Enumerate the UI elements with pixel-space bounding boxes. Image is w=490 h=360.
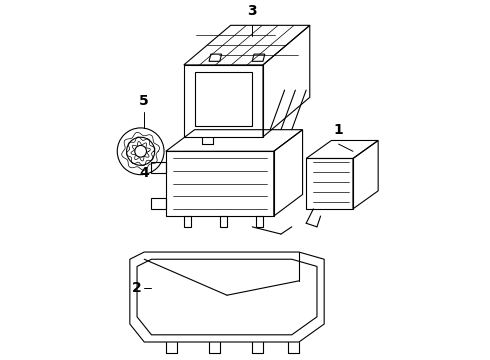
Text: 2: 2 [132, 281, 142, 295]
Text: 4: 4 [139, 166, 149, 180]
Text: 3: 3 [247, 4, 257, 18]
Text: 5: 5 [139, 94, 149, 108]
Text: 1: 1 [334, 123, 343, 137]
